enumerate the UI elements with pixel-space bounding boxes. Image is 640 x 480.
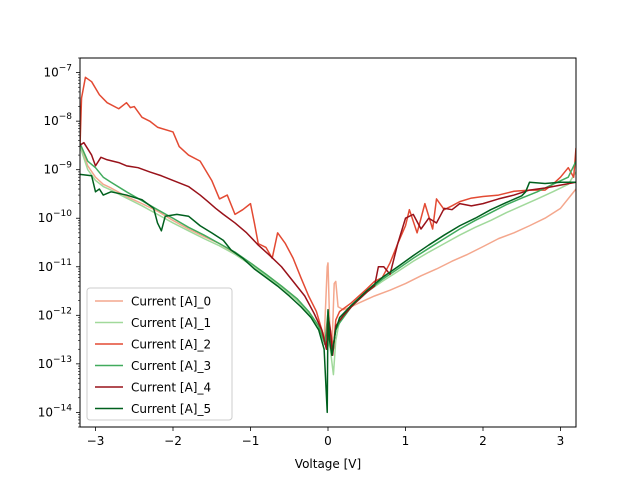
y-tick-exponent: −10	[53, 209, 72, 219]
legend-label-2: Current [A]_2	[131, 338, 211, 352]
legend-label-5: Current [A]_5	[131, 402, 211, 416]
y-tick-base: 10	[43, 163, 58, 177]
y-tick-label: 10−13	[38, 355, 72, 371]
y-tick-label: 10−10	[38, 209, 73, 225]
legend-box	[86, 287, 233, 421]
y-tick-label: 10−7	[43, 64, 72, 80]
y-tick-exponent: −8	[59, 112, 73, 122]
y-tick-base: 10	[38, 260, 53, 274]
legend-label-1: Current [A]_1	[131, 316, 211, 330]
y-tick-exponent: −14	[53, 403, 72, 413]
y-tick-exponent: −13	[53, 355, 72, 365]
y-tick-label: 10−8	[43, 112, 72, 128]
y-tick-base: 10	[38, 405, 53, 419]
legend-label-4: Current [A]_4	[131, 381, 211, 395]
x-tick-label: −3	[87, 434, 105, 448]
x-tick-label: 3	[557, 434, 565, 448]
x-tick-label: −2	[164, 434, 182, 448]
y-tick-base: 10	[43, 66, 58, 80]
y-tick-label: 10−14	[38, 403, 73, 419]
y-tick-base: 10	[38, 211, 53, 225]
legend-label-3: Current [A]_3	[131, 359, 211, 373]
y-tick-exponent: −9	[59, 161, 73, 171]
x-axis-ticks: −3 −2 −1 0 1 2 3	[87, 427, 565, 448]
y-tick-exponent: −11	[53, 258, 72, 268]
x-tick-label: 0	[324, 434, 332, 448]
y-tick-label: 10−12	[38, 306, 72, 322]
y-tick-label: 10−9	[43, 161, 72, 177]
x-axis-label: Voltage [V]	[295, 457, 361, 471]
y-tick-label: 10−11	[38, 258, 72, 274]
y-tick-base: 10	[43, 114, 58, 128]
x-tick-label: 1	[402, 434, 410, 448]
y-tick-exponent: −7	[59, 64, 72, 74]
legend: Current [A]_0 Current [A]_1 Current [A]_2 C…	[86, 287, 233, 421]
series-line-0	[80, 143, 576, 350]
series-layer	[80, 76, 576, 414]
series-line-2	[80, 76, 576, 350]
y-tick-base: 10	[38, 308, 53, 322]
series-line-5	[80, 173, 576, 414]
y-tick-exponent: −12	[53, 306, 72, 316]
legend-label-0: Current [A]_0	[131, 295, 211, 309]
y-tick-base: 10	[38, 357, 53, 371]
x-tick-label: −1	[242, 434, 260, 448]
x-tick-label: 2	[479, 434, 487, 448]
